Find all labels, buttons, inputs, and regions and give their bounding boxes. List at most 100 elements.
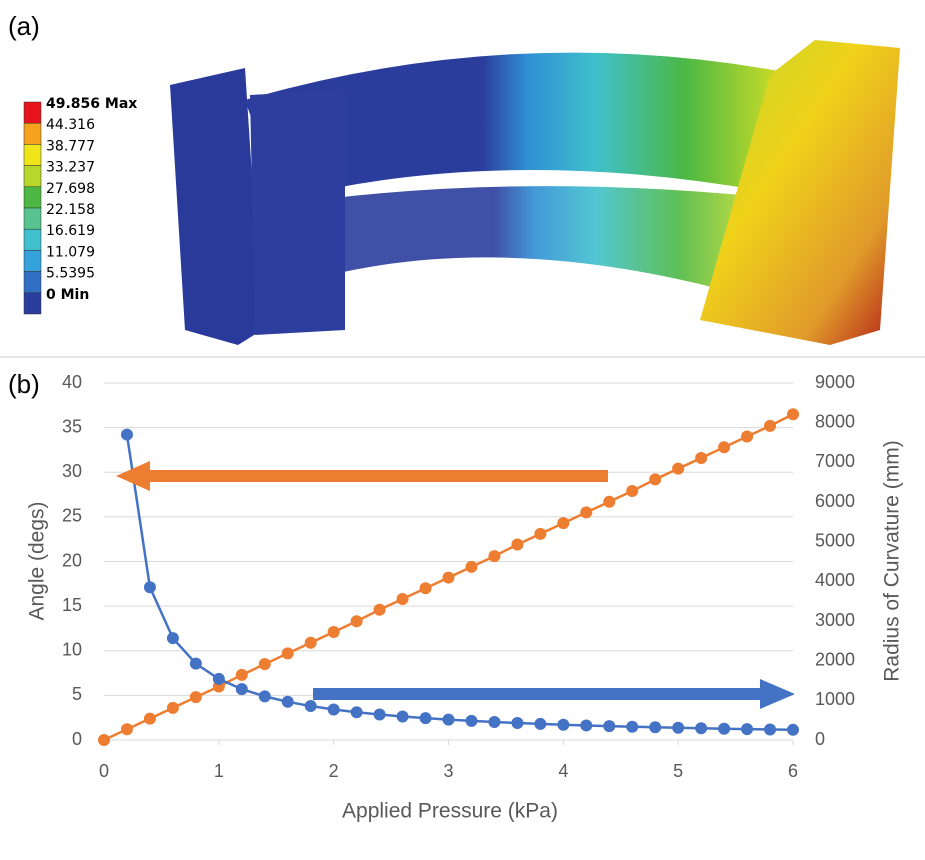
y-tick-label: 5 bbox=[72, 684, 82, 704]
data-point bbox=[741, 723, 754, 736]
data-point bbox=[396, 710, 409, 723]
data-point bbox=[98, 734, 110, 746]
data-point bbox=[235, 683, 248, 696]
data-point bbox=[718, 441, 731, 454]
data-point bbox=[143, 712, 156, 725]
legend-label: 33.237 bbox=[46, 160, 95, 176]
data-point bbox=[695, 722, 708, 735]
y2-axis-label: Radius of Curvature (mm) bbox=[881, 440, 904, 682]
data-point bbox=[396, 592, 409, 605]
data-point bbox=[189, 657, 202, 670]
data-point bbox=[120, 723, 133, 736]
y2-tick-label: 3000 bbox=[815, 610, 855, 630]
data-point bbox=[764, 419, 777, 432]
data-point bbox=[557, 517, 570, 530]
legend-swatch bbox=[23, 292, 42, 315]
legend-swatch bbox=[23, 207, 42, 230]
legend-label: 11.079 bbox=[46, 244, 95, 260]
data-point bbox=[258, 658, 271, 671]
data-point bbox=[534, 717, 547, 730]
data-point bbox=[304, 636, 317, 649]
arrow-right bbox=[313, 679, 795, 709]
data-point bbox=[695, 451, 708, 464]
data-point bbox=[488, 550, 501, 563]
y-tick-label: 15 bbox=[62, 595, 82, 615]
data-point bbox=[672, 721, 685, 734]
data-point bbox=[419, 712, 432, 725]
y2-tick-label: 5000 bbox=[815, 530, 855, 550]
data-point bbox=[143, 581, 156, 594]
legend-label: 5.5395 bbox=[46, 266, 95, 282]
data-point bbox=[787, 723, 799, 736]
y-tick-label: 25 bbox=[62, 506, 82, 526]
arrow-left bbox=[116, 461, 608, 491]
data-point bbox=[465, 560, 478, 573]
y2-tick-label: 7000 bbox=[815, 451, 855, 471]
data-point bbox=[626, 484, 639, 497]
actuator-render bbox=[170, 40, 900, 345]
legend-swatch bbox=[23, 165, 42, 188]
data-point bbox=[304, 700, 317, 713]
legend-swatch bbox=[23, 250, 42, 272]
data-point bbox=[350, 706, 363, 719]
y2-tick-label: 8000 bbox=[815, 411, 855, 431]
data-point bbox=[534, 527, 547, 540]
legend-swatch bbox=[23, 271, 42, 294]
y-tick-label: 0 bbox=[72, 729, 82, 749]
y-tick-label: 30 bbox=[62, 461, 82, 481]
data-point bbox=[580, 719, 593, 732]
y2-tick-label: 9000 bbox=[815, 372, 855, 392]
legend-label: 49.856 Max bbox=[46, 96, 137, 112]
data-point bbox=[442, 571, 455, 584]
data-point bbox=[603, 495, 616, 508]
legend-label: 44.316 bbox=[46, 117, 95, 133]
y2-tick-label: 0 bbox=[815, 729, 825, 749]
y2-tick-label: 6000 bbox=[815, 491, 855, 511]
data-point bbox=[373, 708, 386, 721]
legend-swatch bbox=[23, 144, 42, 166]
legend-swatch bbox=[23, 186, 42, 209]
data-point bbox=[166, 701, 179, 714]
y2-tick-label: 1000 bbox=[815, 689, 855, 709]
data-point bbox=[281, 647, 294, 660]
data-point bbox=[557, 718, 570, 731]
data-point bbox=[350, 615, 363, 628]
data-point bbox=[235, 668, 248, 681]
data-point bbox=[465, 714, 478, 727]
panel-label: (a) bbox=[8, 11, 40, 41]
x-tick-label: 3 bbox=[443, 761, 453, 781]
y-tick-label: 35 bbox=[62, 416, 82, 436]
legend-label: 22.158 bbox=[46, 202, 95, 218]
data-point bbox=[488, 716, 501, 729]
x-tick-label: 4 bbox=[558, 761, 568, 781]
y-axis-label: Angle (degs) bbox=[26, 501, 49, 620]
y2-tick-label: 4000 bbox=[815, 570, 855, 590]
data-point bbox=[649, 473, 662, 486]
y2-tick-label: 2000 bbox=[815, 649, 855, 669]
data-point bbox=[672, 462, 685, 475]
data-point bbox=[511, 717, 524, 730]
data-point bbox=[626, 720, 639, 733]
data-point bbox=[603, 720, 616, 733]
data-point bbox=[580, 506, 593, 519]
data-point bbox=[327, 626, 340, 639]
x-axis-label: Applied Pressure (kPa) bbox=[342, 800, 558, 823]
y-tick-label: 20 bbox=[62, 550, 82, 570]
x-tick-label: 6 bbox=[788, 761, 798, 781]
y-tick-label: 10 bbox=[62, 640, 82, 660]
legend-swatch bbox=[23, 101, 42, 124]
data-point bbox=[764, 723, 777, 736]
data-point bbox=[189, 691, 202, 704]
data-point bbox=[787, 408, 799, 421]
legend-label: 38.777 bbox=[46, 138, 95, 154]
legend-label: 27.698 bbox=[46, 181, 95, 197]
x-tick-label: 0 bbox=[99, 761, 109, 781]
data-point bbox=[281, 695, 294, 708]
data-point bbox=[718, 722, 731, 735]
y-tick-label: 40 bbox=[62, 372, 82, 392]
legend-label: 16.619 bbox=[46, 223, 95, 239]
data-point bbox=[212, 672, 225, 685]
panel-label: (b) bbox=[8, 369, 40, 399]
x-tick-label: 1 bbox=[214, 761, 224, 781]
